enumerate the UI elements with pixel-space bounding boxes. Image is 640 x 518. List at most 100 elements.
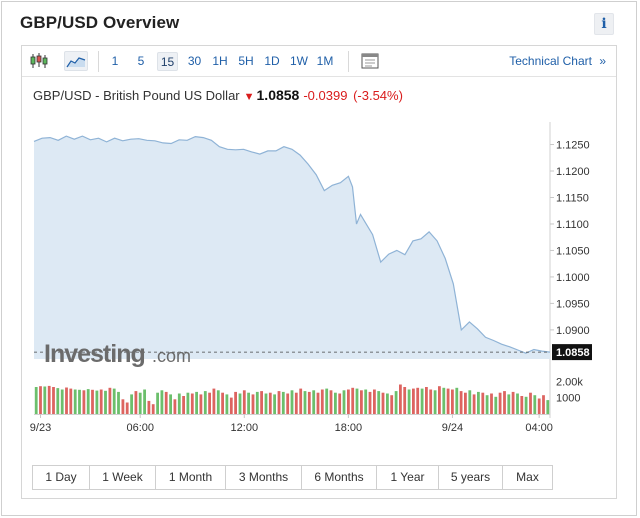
volume-bar [203, 391, 207, 414]
range-max[interactable]: Max [503, 466, 552, 489]
period-1d[interactable]: 1D [264, 54, 280, 68]
volume-bar [273, 394, 276, 414]
volume-bar [125, 402, 129, 414]
volume-bar [251, 394, 255, 414]
volume-bar [112, 388, 116, 414]
technical-chart-link[interactable]: Technical Chart » [509, 54, 606, 68]
volume-bar [520, 396, 524, 414]
volume-bar [104, 390, 107, 414]
range-3-months[interactable]: 3 Months [226, 466, 302, 489]
volume-bar [377, 391, 381, 414]
price-line [33, 135, 551, 354]
volume-bar [351, 387, 355, 414]
volume-bar [208, 392, 211, 414]
info-button[interactable]: i [594, 13, 614, 35]
range-6-months[interactable]: 6 Months [302, 466, 377, 489]
volume-bar [360, 390, 363, 414]
volume-bar [425, 387, 428, 414]
period-5h[interactable]: 5H [238, 54, 254, 68]
period-5[interactable]: 5 [137, 54, 145, 68]
chevron-right-icon: » [599, 54, 606, 68]
range-1-month[interactable]: 1 Month [156, 466, 226, 489]
volume-bar [143, 389, 146, 414]
area-chart-icon[interactable] [64, 51, 88, 71]
volume-bar [225, 394, 229, 414]
volume-bar [334, 392, 337, 414]
instrument-name: GBP/USD - British Pound US Dollar [33, 88, 240, 103]
technical-chart-label: Technical Chart [509, 54, 592, 68]
volume-bar [325, 388, 329, 414]
volume-bar [464, 392, 467, 414]
period-15[interactable]: 15 [157, 52, 178, 71]
volume-bar [290, 390, 294, 414]
volume-bar [537, 398, 541, 414]
volume-bar [177, 393, 181, 414]
volume-bar [516, 393, 519, 414]
volume-bar [164, 391, 168, 414]
volume-bar [412, 388, 415, 414]
volume-bar [546, 400, 550, 414]
volume-bar [312, 390, 316, 414]
period-1h[interactable]: 1H [212, 54, 228, 68]
calendar-icon[interactable] [359, 51, 381, 71]
y-tick-label: 1.0950 [556, 298, 590, 310]
x-tick-label: 04:00 [525, 422, 553, 434]
period-1w[interactable]: 1W [290, 54, 308, 68]
volume-bar [190, 393, 194, 414]
volume-bar [511, 391, 515, 414]
period-1[interactable]: 1 [111, 54, 119, 68]
volume-bar [394, 391, 398, 414]
volume-bar [130, 394, 133, 414]
x-tick-label: 06:00 [126, 422, 154, 434]
range-1-year[interactable]: 1 Year [377, 466, 439, 489]
range-5-years[interactable]: 5 years [439, 466, 503, 489]
volume-bar [39, 386, 42, 414]
volume-bar [34, 387, 38, 414]
volume-bar [173, 399, 177, 414]
candlestick-chart-icon[interactable] [28, 51, 50, 71]
chart-widget: 1 5 15 30 1H 5H 1D 1W 1M Technical Chart… [21, 45, 617, 499]
volume-bar [229, 397, 233, 414]
volume-bar [507, 394, 511, 414]
volume-bar [234, 391, 237, 414]
volume-bar [156, 392, 159, 414]
period-1m[interactable]: 1M [316, 54, 334, 68]
volume-tick-label: 2.00k [556, 376, 583, 388]
range-selector: 1 Day 1 Week 1 Month 3 Months 6 Months 1… [32, 465, 553, 490]
volume-bar [147, 400, 151, 414]
volume-bar [169, 394, 172, 414]
volume-bar [472, 394, 476, 414]
volume-bar [429, 389, 433, 414]
x-tick-label: 9/23 [30, 422, 51, 434]
volume-bar [490, 393, 493, 414]
y-tick-label: 1.1200 [556, 166, 590, 178]
last-price-badge-label: 1.0858 [556, 347, 590, 359]
volume-bar [117, 391, 120, 414]
toolbar-separator [348, 51, 349, 72]
range-1-day[interactable]: 1 Day [33, 466, 90, 489]
period-30[interactable]: 30 [187, 54, 202, 68]
volume-bar [281, 391, 285, 414]
volume-bar [286, 393, 290, 414]
y-tick-label: 1.1050 [556, 245, 590, 257]
volume-bar [73, 389, 77, 414]
range-1-week[interactable]: 1 Week [90, 466, 156, 489]
volume-bar [381, 392, 385, 414]
volume-bar [212, 388, 216, 414]
price-change: -0.0399 [303, 88, 348, 103]
volume-bar [498, 392, 502, 414]
volume-bar [368, 391, 372, 414]
volume-bar [138, 392, 142, 414]
watermark-brand: Investing [44, 340, 145, 368]
volume-bar [329, 390, 333, 414]
y-tick-label: 1.1000 [556, 272, 590, 284]
volume-bar [108, 387, 112, 414]
volume-bar [416, 387, 420, 414]
volume-bar [199, 394, 203, 414]
y-tick-label: 1.0900 [556, 325, 590, 337]
volume-bar [91, 389, 94, 414]
volume-bar [86, 389, 90, 414]
y-tick-label: 1.1250 [556, 140, 590, 152]
volume-bar [69, 388, 73, 414]
